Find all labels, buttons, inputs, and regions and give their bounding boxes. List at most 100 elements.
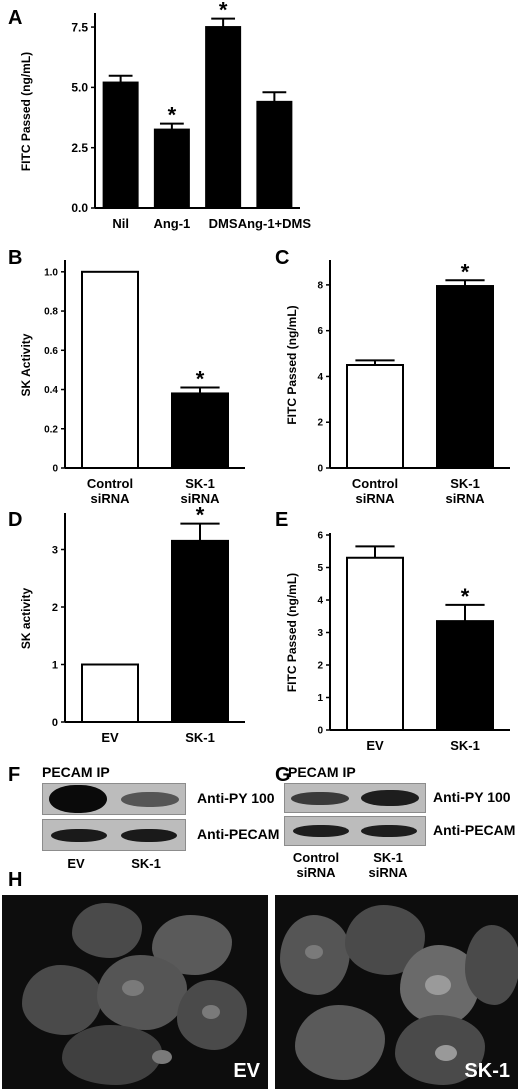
chart-b-significance-star: *: [196, 367, 205, 392]
blot-g-band-1-1: [291, 792, 349, 805]
blot-g-lane-2-text: SK-1 siRNA: [368, 850, 408, 880]
panel-letter-d: D: [8, 509, 23, 531]
blot-g-lane-2: SK-1 siRNA: [352, 850, 424, 880]
blot-f-band-2-1: [51, 829, 107, 842]
blot-f-row-1: [42, 783, 186, 815]
chart-d-y-tick-label: 1: [52, 659, 58, 671]
panel-letter-g: G: [275, 764, 291, 786]
blot-g-row-1: [284, 783, 426, 813]
blot-f-band-1-2: [121, 792, 179, 807]
blot-g-title: PECAM IP: [288, 764, 356, 780]
blot-f-title: PECAM IP: [42, 764, 110, 780]
chart-a-category-label: Ang-1: [153, 216, 190, 231]
chart-c-y-tick-label: 8: [317, 280, 323, 291]
chart-d-y-tick-label: 3: [52, 544, 58, 556]
blot-f-row-label-2: Anti-PECAM: [197, 826, 280, 842]
chart-a-category-label: DMS: [209, 216, 238, 231]
chart-c-category-label: Control: [352, 476, 398, 491]
chart-d-significance-star: *: [196, 505, 205, 528]
blot-f-row-2: [42, 819, 186, 851]
chart-b-category-label: siRNA: [180, 491, 220, 505]
chart-c-bar: [436, 285, 494, 469]
chart-c-y-tick-label: 4: [317, 372, 323, 383]
chart-e-y-tick-label: 3: [317, 628, 323, 639]
micrograph-ev-label: EV: [233, 1060, 260, 1082]
chart-b-y-tick-label: 0.4: [44, 385, 58, 396]
nucleus: [122, 980, 144, 996]
chart-a-bar: [256, 100, 293, 209]
chart-e-y-tick-label: 6: [317, 531, 323, 542]
chart-d-bar: [81, 663, 139, 723]
chart-e-bar: [346, 556, 404, 731]
chart-d-y-tick-label: 2: [52, 602, 58, 614]
micrograph-sk1-label: SK-1: [464, 1060, 510, 1082]
chart-e-y-tick-label: 4: [317, 596, 323, 607]
nucleus: [152, 1050, 172, 1064]
blot-f-band-1-1: [49, 785, 107, 813]
nucleus: [305, 945, 323, 959]
chart-a: 0.0 2.5 5.0 7.5 FITC Passed (ng/mL) Nil * Ang-1…: [19, 0, 312, 231]
chart-c-significance-star: *: [461, 259, 470, 284]
micrograph-ev: EV: [2, 895, 268, 1089]
chart-e-category-label: EV: [366, 738, 384, 753]
cell: [465, 925, 518, 1005]
chart-d-category-label: SK-1: [185, 730, 215, 745]
chart-a-category-label: Nil: [112, 216, 129, 231]
chart-a-bar: [153, 128, 190, 209]
blot-g-row-label-2: Anti-PECAM: [433, 822, 516, 838]
chart-e-y-tick-label: 0: [317, 726, 323, 737]
chart-c-y-tick-label: 0: [317, 464, 323, 475]
blot-f-lane-1: EV: [67, 856, 85, 871]
chart-d-y-tick-label: 0: [52, 717, 58, 729]
chart-e: 0 1 2 3 4 5 6 FITC Passed (ng/mL) EV * SK-1: [285, 531, 510, 753]
chart-a-y-tick-label: 0.0: [71, 201, 88, 215]
chart-b-category-label: siRNA: [90, 491, 130, 505]
chart-a-y-tick-label: 7.5: [71, 20, 88, 34]
nucleus: [202, 1005, 220, 1019]
chart-d-bar: [171, 539, 229, 723]
blot-g-band-1-2: [361, 790, 419, 806]
blot-g-row-2: [284, 816, 426, 846]
chart-b-category-label: SK-1: [185, 476, 215, 491]
blot-f-row-label-1: Anti-PY 100: [197, 790, 275, 806]
chart-b-y-tick-label: 0.2: [44, 424, 58, 435]
blot-f-band-2-2: [121, 829, 177, 842]
chart-e-significance-star: *: [461, 584, 470, 609]
cell: [22, 965, 102, 1035]
blot-g-band-2-2: [361, 825, 417, 837]
chart-a-y-tick-label: 5.0: [71, 81, 88, 95]
chart-b-category-label: Control: [87, 476, 133, 491]
chart-e-y-tick-label: 2: [317, 661, 323, 672]
chart-a-significance-star: *: [219, 0, 228, 23]
chart-b-y-tick-label: 0.6: [44, 346, 58, 357]
chart-b-y-tick-label: 1.0: [44, 267, 58, 278]
chart-c-category-label: siRNA: [355, 491, 395, 505]
chart-b-y-label: SK Activity: [19, 333, 33, 396]
panel-letter-b: B: [8, 247, 23, 269]
chart-e-category-label: SK-1: [450, 738, 480, 753]
chart-c-y-tick-label: 6: [317, 326, 323, 337]
chart-d: 0 1 2 3 SK activity EV * SK-1: [19, 505, 245, 745]
chart-a-category-label: Ang-1+DMS: [238, 216, 312, 231]
cell: [295, 1005, 385, 1080]
nucleus: [425, 975, 451, 995]
chart-e-y-tick-label: 1: [317, 693, 323, 704]
blot-g-lane-1-text: Control siRNA: [292, 850, 340, 880]
cell: [72, 903, 142, 958]
chart-b-bar: [171, 392, 229, 469]
panel-letter-h: H: [8, 869, 23, 891]
chart-a-y-tick-label: 2.5: [71, 141, 88, 155]
chart-c-category-label: siRNA: [445, 491, 485, 505]
chart-d-y-label: SK activity: [19, 587, 33, 649]
chart-b-y-tick-label: 0.8: [44, 307, 58, 318]
panel-letter-f: F: [8, 764, 21, 786]
chart-a-bar: [205, 26, 242, 209]
panel-letter-a: A: [8, 7, 23, 29]
blot-g-band-2-1: [293, 825, 349, 837]
chart-a-bar: [102, 81, 139, 209]
panel-letter-c: C: [275, 247, 290, 269]
micrograph-sk1: SK-1: [275, 895, 518, 1089]
chart-e-y-tick-label: 5: [317, 563, 323, 574]
chart-c-y-tick-label: 2: [317, 418, 323, 429]
